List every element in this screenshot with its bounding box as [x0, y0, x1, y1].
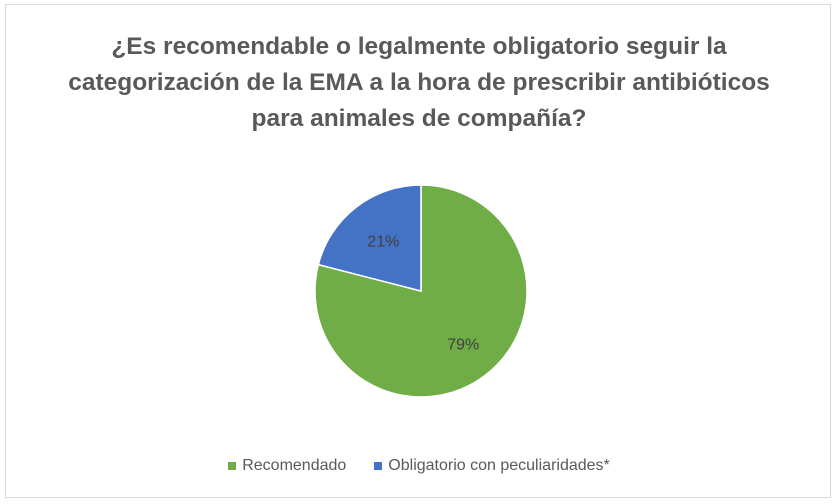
pie-slice-recomendado — [314, 184, 528, 398]
chart-title: ¿Es recomendable o legalmente obligatori… — [68, 33, 770, 132]
data-label-recomendado: 79% — [447, 337, 479, 354]
legend-label-obligatorio: Obligatorio con peculiaridades* — [388, 457, 610, 474]
pie-slice-obligatorio — [317, 184, 422, 292]
chart-frame: ¿Es recomendable o legalmente obligatori… — [5, 4, 831, 498]
legend-item-obligatorio: Obligatorio con peculiaridades* — [374, 457, 610, 475]
legend-swatch-obligatorio — [374, 462, 383, 470]
legend-label-recomendado: Recomendado — [242, 457, 347, 474]
legend-item-recomendado: Recomendado — [228, 457, 346, 475]
pie-chart: 79% 21% — [314, 184, 528, 398]
legend-swatch-recomendado — [228, 462, 237, 470]
data-label-obligatorio: 21% — [367, 234, 399, 251]
legend: Recomendado Obligatorio con peculiaridad… — [6, 457, 832, 475]
